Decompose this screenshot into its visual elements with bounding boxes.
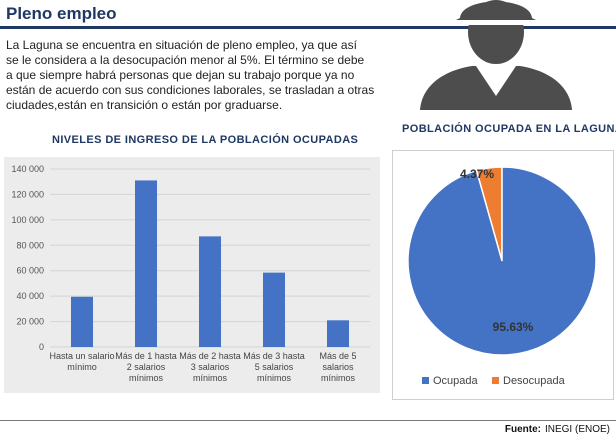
- bar-chart-title: NIVELES DE INGRESO DE LA POBLACIÓN OCUPA…: [52, 134, 359, 146]
- y-tick-label: 120 000: [11, 189, 44, 199]
- legend-label-desocupada: Desocupada: [503, 375, 566, 387]
- x-tick-label: Más de 5: [319, 351, 356, 361]
- worker-icon-panel: [376, 0, 616, 110]
- x-tick-label: Más de 2 hasta: [179, 351, 241, 361]
- footer-divider: [0, 420, 616, 421]
- y-tick-label: 60 000: [16, 266, 44, 276]
- x-tick-label: 3 salarios: [191, 362, 230, 372]
- x-tick-label: Más de 3 hasta: [243, 351, 305, 361]
- x-tick-label: salarios: [322, 362, 354, 372]
- pie-slice-ocupada: [407, 166, 597, 356]
- bar: [135, 180, 157, 347]
- source-label: Fuente:: [504, 424, 541, 435]
- bar: [263, 272, 285, 347]
- y-tick-label: 140 000: [11, 164, 44, 174]
- x-tick-label: 5 salarios: [255, 362, 294, 372]
- pie-chart-panel: 4.37% 95.63% Ocupada Desocupada: [392, 150, 614, 400]
- x-tick-label: Más de 1 hasta: [115, 351, 177, 361]
- intro-line: ciudades,están en transición o están por…: [6, 98, 283, 112]
- bar-chart-panel: 0 20 000 40 000 60 000 80 000 100 000 120 000 1…: [4, 157, 380, 393]
- x-tick-label: mínimos: [321, 373, 356, 383]
- y-tick-label: 40 000: [16, 291, 44, 301]
- bar-chart: 0 20 000 40 000 60 000 80 000 100 000 120 000 1…: [11, 164, 370, 383]
- legend-label-ocupada: Ocupada: [433, 375, 479, 387]
- intro-line: La Laguna se encuentra en situación de p…: [6, 38, 357, 52]
- y-tick-label: 100 000: [11, 215, 44, 225]
- pie-chart-title: POBLACIÓN OCUPADA EN LA LAGUNA: [402, 123, 616, 135]
- pie-chart: 4.37% 95.63% Ocupada Desocupada: [407, 166, 597, 387]
- x-tick-label: mínimo: [67, 362, 97, 372]
- x-tick-label: Hasta un salario: [49, 351, 114, 361]
- legend-swatch-ocupada: [422, 377, 429, 384]
- worker-silhouette-icon: [420, 0, 572, 110]
- page-title: Pleno empleo: [6, 4, 117, 23]
- x-tick-label: mínimos: [129, 373, 164, 383]
- y-tick-label: 80 000: [16, 240, 44, 250]
- intro-line: se le considera a la desocupación menor …: [6, 53, 365, 67]
- bar: [199, 236, 221, 347]
- pie-label-desocupada: 4.37%: [460, 167, 494, 181]
- bar: [327, 320, 349, 347]
- source-note: Fuente: INEGI (ENOE): [505, 424, 610, 435]
- intro-line: están de acuerdo con sus condiciones lab…: [6, 83, 375, 97]
- bar: [71, 296, 93, 347]
- y-tick-label: 0: [39, 342, 44, 352]
- x-tick-label: mínimos: [193, 373, 228, 383]
- legend-swatch-desocupada: [492, 377, 499, 384]
- y-tick-label: 20 000: [16, 317, 44, 327]
- pie-label-ocupada: 95.63%: [493, 320, 534, 334]
- header-divider: [0, 26, 616, 29]
- x-tick-label: 2 salarios: [127, 362, 166, 372]
- intro-paragraph: La Laguna se encuentra en situación de p…: [6, 38, 375, 113]
- x-tick-label: mínimos: [257, 373, 292, 383]
- intro-line: a que siempre habrá personas que dejan s…: [6, 68, 355, 82]
- source-value: INEGI (ENOE): [544, 424, 610, 435]
